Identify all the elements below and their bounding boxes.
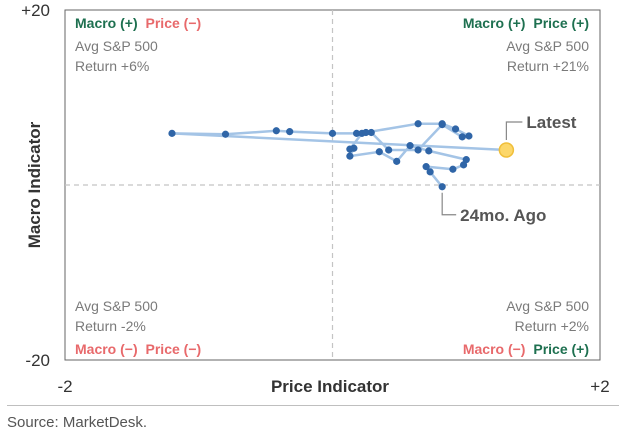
quadrant-top-right-title: Macro (+) Price (+) (463, 15, 589, 31)
quadrant-bottom-right-stat-2: Return +2% (515, 318, 589, 334)
data-point (458, 133, 466, 141)
latest-callout-line (505, 121, 523, 140)
data-point (414, 146, 422, 154)
latest-point (498, 142, 515, 158)
y-tick-bottom: -20 (25, 351, 50, 370)
data-point (272, 127, 280, 135)
data-point (426, 168, 434, 176)
quadrant-top-right-stat-1: Avg S&P 500 (506, 38, 589, 54)
start-label: 24mo. Ago (460, 206, 546, 225)
data-point (221, 130, 230, 138)
data-point (352, 129, 361, 137)
quadrant-top-right-macro: Macro (+) (463, 15, 526, 31)
quadrant-top-left-stat-1: Avg S&P 500 (75, 38, 158, 54)
data-point (286, 128, 294, 136)
x-tick-right: +2 (590, 377, 609, 396)
quadrant-bottom-left-stat-1: Avg S&P 500 (75, 298, 158, 314)
data-point (367, 128, 375, 137)
quadrant-top-right-price: Price (+) (533, 15, 589, 31)
data-point (346, 145, 354, 153)
data-point (328, 129, 337, 137)
source-note: Source: MarketDesk. (7, 414, 148, 431)
quadrant-bottom-right-price: Price (+) (533, 341, 589, 357)
latest-label: Latest (526, 113, 576, 132)
quadrant-top-left-title: Macro (+) Price (−) (75, 15, 201, 31)
data-point (462, 156, 470, 164)
data-point (465, 132, 473, 140)
quadrant-bottom-left-price: Price (−) (146, 341, 202, 357)
quadrant-top-right-stat-2: Return +21% (507, 58, 589, 74)
data-point (346, 152, 354, 160)
y-tick-top: +20 (21, 1, 50, 20)
data-point (449, 165, 457, 173)
quadrant-bottom-left-macro: Macro (−) (75, 341, 138, 357)
x-axis-title: Price Indicator (271, 377, 389, 396)
data-point (451, 125, 460, 133)
quadrant-bottom-right-macro: Macro (−) (463, 341, 526, 357)
quadrant-top-left-stat-2: Return +6% (75, 58, 149, 74)
quadrant-top-left-macro: Macro (+) (75, 15, 138, 31)
data-point (414, 120, 422, 128)
data-point (362, 128, 370, 137)
quadrant-bottom-right-title: Macro (−) Price (+) (463, 341, 589, 357)
data-point (168, 129, 176, 137)
data-point (438, 183, 446, 191)
quadrant-bottom-left-title: Macro (−) Price (−) (75, 341, 201, 357)
quadrant-top-left-price: Price (−) (146, 15, 202, 31)
data-point (393, 157, 401, 165)
data-point (375, 148, 383, 156)
quadrant-chart: +20 -20 -2 +2 Price Indicator Macro Indi… (21, 1, 610, 396)
data-point (406, 142, 414, 150)
quadrant-bottom-left-stat-2: Return -2% (75, 318, 146, 334)
x-tick-left: -2 (57, 377, 72, 396)
quadrant-bottom-right-stat-1: Avg S&P 500 (506, 298, 589, 314)
annotation-layer: Latest 24mo. Ago (441, 113, 577, 225)
data-point (385, 146, 393, 154)
data-point (425, 147, 433, 155)
start-callout-line (441, 192, 457, 216)
data-point (422, 163, 430, 171)
footer-divider (7, 405, 619, 406)
y-axis-title: Macro Indicator (25, 121, 44, 248)
series-layer (168, 120, 515, 191)
data-point (438, 120, 446, 128)
